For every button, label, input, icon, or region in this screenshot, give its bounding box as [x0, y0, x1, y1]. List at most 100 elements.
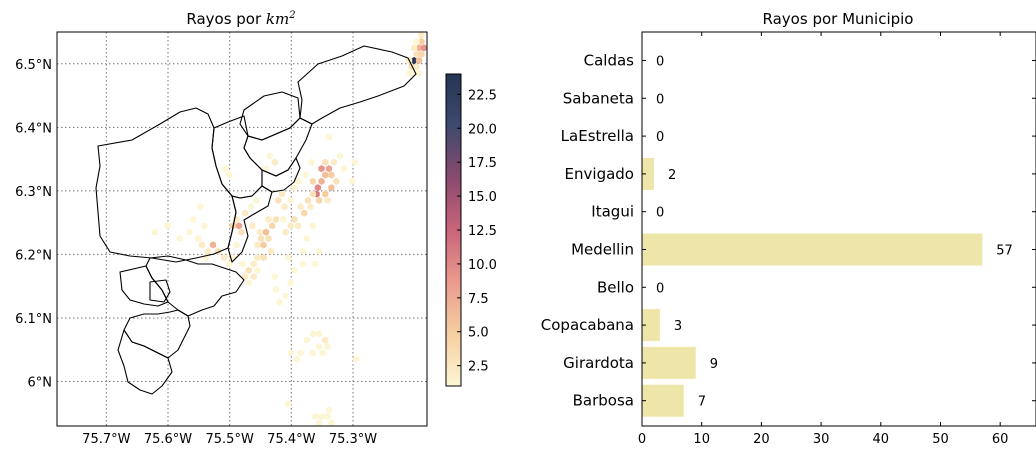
hexbin-cell [330, 158, 337, 166]
boundary-laestrella [123, 309, 191, 359]
hexbin-cell [315, 196, 323, 204]
bar-panel: Rayos por Municipio Caldas Sabaneta LaEstr… [541, 10, 1036, 447]
hexbin-cell [324, 342, 331, 351]
hexbin-cell [291, 215, 298, 224]
hexbin-cell [309, 190, 317, 198]
bar-value-label: 57 [996, 244, 1013, 259]
colorbar-tick-label: 12.5 [468, 224, 497, 239]
bar-category-label: Barbosa [573, 392, 634, 410]
hexbin-cell [276, 298, 283, 306]
bar-category-label: Copacabana [541, 316, 634, 334]
hexbin-cell [265, 234, 272, 243]
bar-value-label: 2 [668, 168, 676, 183]
map-y-tick-label: 6.5°N [15, 58, 52, 73]
hexbin-cell [318, 165, 325, 173]
bar-medellin [642, 233, 983, 266]
hexbin-cell [260, 254, 267, 262]
hexbin-cell [418, 50, 425, 58]
bar-value-label: 0 [656, 130, 664, 145]
colorbar-tick-label: 17.5 [468, 156, 497, 171]
hexbin-cell [265, 215, 272, 224]
map-y-tick-label: 6.3°N [15, 185, 52, 200]
hexbin-cell [418, 37, 425, 46]
hexbin-cell [297, 349, 304, 357]
map-x-tick-label: 75.7°W [82, 432, 130, 447]
hexbin-cell [221, 254, 228, 262]
map-y-tick-label: 6.4°N [15, 121, 52, 136]
hexbin-cell [309, 330, 317, 338]
hexbin-cell [275, 196, 282, 204]
bar-value-label: 0 [656, 55, 664, 70]
hexbin-cell [324, 196, 331, 204]
bar-x-tick-label: 0 [638, 432, 646, 447]
bar-value-label: 3 [674, 319, 682, 334]
hexbin-cell [410, 44, 418, 52]
bar-category-label: Itagui [591, 203, 634, 221]
bar-title: Rayos por Municipio [763, 10, 914, 28]
hexbin-layer [151, 32, 427, 426]
hexbin-cell [351, 158, 358, 166]
hexbin-cell [278, 190, 286, 198]
hexbin-cell [304, 196, 312, 204]
hexbin-cell [318, 412, 325, 421]
hexbin-cell [309, 177, 317, 185]
hexbin-cell [198, 241, 206, 249]
hexbin-cell [282, 228, 289, 236]
hexbin-cell [245, 266, 252, 274]
hexbin-cell [415, 44, 423, 52]
colorbar-tick-label: 20.0 [468, 122, 497, 137]
bars [642, 157, 983, 417]
hexbin-cell [241, 273, 249, 281]
hexbin-cell [333, 177, 340, 185]
map-y-tick-label: 6°N [28, 376, 53, 391]
bar-x-tick-label: 20 [753, 432, 770, 447]
hexbin-cell [190, 215, 197, 224]
hexbin-cell [281, 203, 288, 211]
boundary-bello [211, 115, 263, 199]
bar-value-labels: 0 0 0 2 0 57 0 3 9 7 [656, 55, 1013, 410]
map-y-tick-label: 6.2°N [15, 248, 52, 263]
map-x-tick-label: 75.4°W [267, 432, 315, 447]
hexbin-cell [260, 241, 267, 249]
hexbin-cell [328, 184, 335, 192]
map-x-tick-label: 75.5°W [206, 432, 254, 447]
bar-category-label: Medellin [571, 241, 634, 259]
hexbin-cell [254, 266, 261, 274]
colorbar-tick-label: 22.5 [468, 88, 497, 103]
bar-category-label: LaEstrella [561, 127, 634, 145]
colorbar-tick-label: 5.0 [468, 326, 489, 341]
bar-x-tick-label: 60 [992, 432, 1009, 447]
bar-value-label: 9 [710, 357, 718, 372]
bar-category-label: Girardota [563, 354, 634, 372]
map-frame [56, 31, 428, 427]
hexbin-cell [301, 209, 308, 217]
hexbin-cell [186, 228, 193, 236]
hexbin-cell [285, 400, 292, 408]
map-panel: Rayos por km2 75.7°W 75.6°W 75.5°W 75.4°W 75… [15, 10, 428, 447]
colorbar-ticks: 2.5 5.0 7.5 10.0 12.5 15.0 17.5 20.0 22.5 [457, 88, 497, 375]
bar-envigado [642, 157, 654, 190]
hexbin-cell [285, 254, 292, 262]
hexbin-cell [197, 203, 204, 211]
hexbin-cell [164, 222, 171, 230]
bar-category-label: Bello [597, 278, 634, 296]
hexbin-cell [302, 171, 309, 179]
hexbin-cell [233, 241, 240, 249]
hexbin-cell [299, 247, 307, 255]
hexbin-cell [312, 260, 319, 268]
colorbar-tick-label: 7.5 [468, 292, 489, 307]
hexbin-cell [293, 355, 300, 363]
hexbin-cell [287, 349, 294, 357]
hexbin-cell [267, 247, 275, 255]
bar-x-tick-label: 50 [932, 432, 949, 447]
bar-x-tick-label: 10 [693, 432, 710, 447]
hexbin-cell [253, 196, 260, 204]
hexbin-cell [413, 50, 420, 58]
hexbin-cell [271, 158, 278, 166]
hexbin-cell [418, 32, 425, 39]
boundary-itagui [119, 265, 169, 307]
bar-value-label: 7 [698, 395, 706, 410]
colorbar: 2.5 5.0 7.5 10.0 12.5 15.0 17.5 20.0 22.5 [445, 73, 497, 387]
hexbin-cell [287, 279, 294, 287]
